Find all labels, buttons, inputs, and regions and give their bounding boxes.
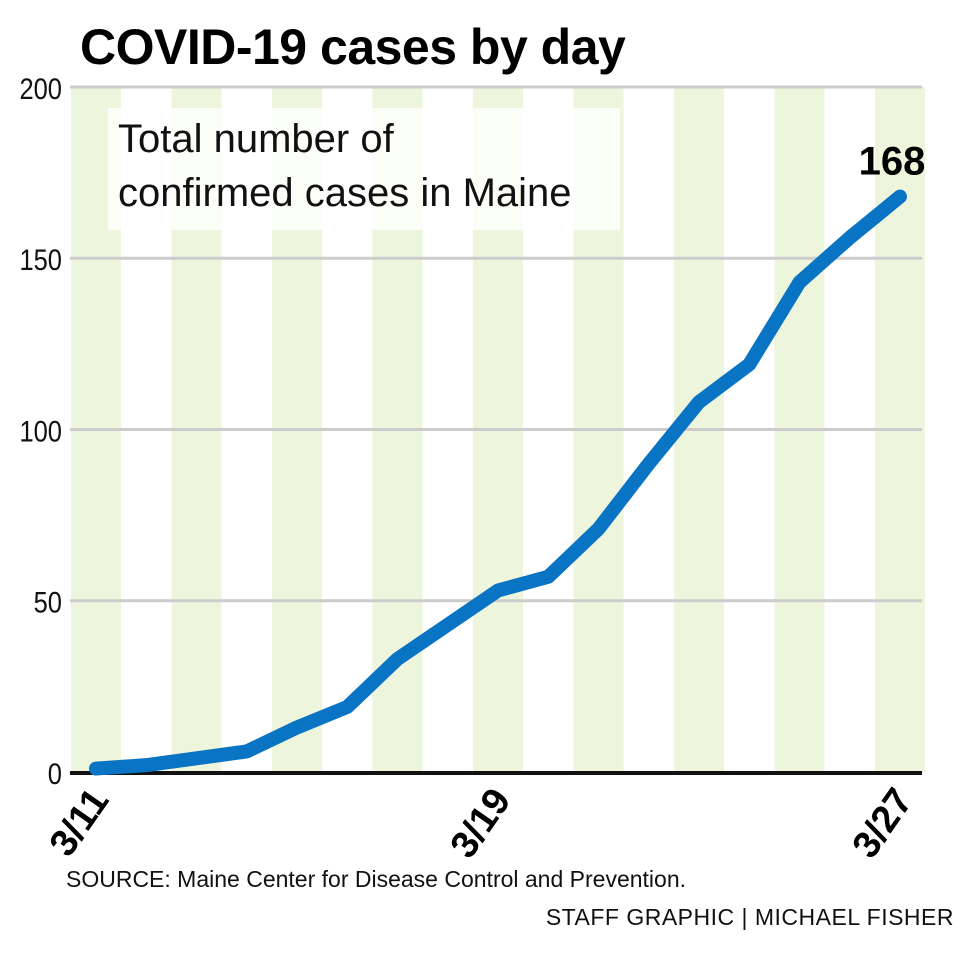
- x-tick-label: 3/19: [443, 781, 520, 866]
- credit-line: STAFF GRAPHIC | MICHAEL FISHER: [545, 904, 954, 930]
- source-note: SOURCE: Maine Center for Disease Control…: [66, 866, 687, 892]
- subtitle-line-2: confirmed cases in Maine: [118, 171, 572, 215]
- x-tick-label: 3/27: [845, 781, 922, 866]
- y-tick-label: 0: [48, 757, 62, 790]
- chart-title: COVID-19 cases by day: [80, 19, 626, 75]
- end-value-label: 168: [859, 140, 926, 184]
- y-tick-label: 150: [19, 243, 62, 276]
- chart-subtitle: Total number of confirmed cases in Maine: [108, 108, 620, 230]
- x-tick-label: 3/11: [42, 781, 118, 864]
- y-tick-label: 200: [19, 72, 62, 105]
- subtitle-line-1: Total number of: [118, 117, 394, 161]
- y-tick-label: 50: [34, 586, 62, 619]
- y-tick-label: 100: [19, 415, 62, 448]
